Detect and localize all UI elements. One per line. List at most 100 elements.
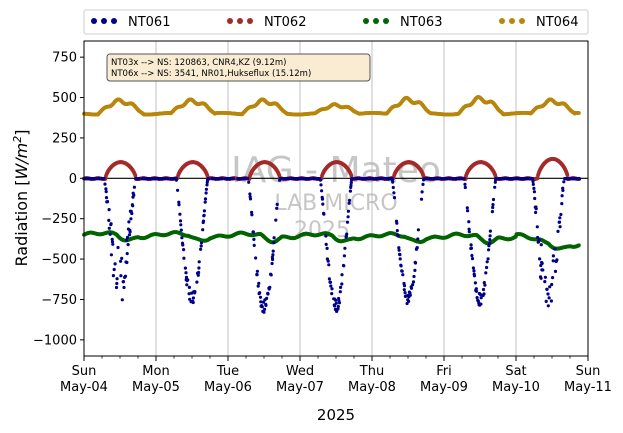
nt061-point (409, 286, 414, 290)
nt061-point (401, 273, 405, 277)
nt061-point (560, 194, 564, 198)
legend-item-nt061: NT061 (91, 15, 170, 30)
nt061-point (178, 219, 183, 223)
nt061-point (102, 176, 106, 180)
nt061-point (330, 292, 334, 296)
x-axis-label: 2025 (317, 406, 355, 424)
y-axis-label-close: ] (12, 130, 31, 136)
annotation-box: NT03x --> NS: 120863, CNR4,KZ (9.12m) NT… (106, 53, 371, 82)
nt061-point (119, 259, 123, 263)
x-tick-label-date: May-09 (420, 380, 468, 395)
legend-frame (83, 9, 589, 35)
x-tick-label-day: Tue (216, 364, 239, 379)
nt061-point (551, 259, 555, 263)
nt061-point (561, 188, 565, 192)
x-tick-label-day: Fri (436, 364, 452, 379)
nt061-point (399, 264, 403, 268)
nt061-point (275, 202, 279, 206)
nt061-point (347, 198, 352, 202)
x-tick-label-day: Thu (359, 364, 384, 379)
nt061-point (392, 191, 396, 195)
nt061-point (466, 209, 470, 213)
nt061-point (555, 258, 559, 262)
x-tick-label-date: May-05 (132, 380, 180, 395)
nt064-point (577, 111, 581, 115)
nt061-point (328, 280, 333, 284)
nt061-point (345, 220, 350, 224)
nt061-point (125, 238, 129, 242)
nt061-point (106, 200, 110, 204)
x-tick-label-day: Sat (505, 364, 526, 379)
nt061-point (166, 177, 170, 181)
nt061-point (397, 248, 401, 252)
y-tick-label: 0 (69, 172, 77, 187)
y-tick-label: 750 (52, 51, 77, 66)
nt061-point (562, 180, 566, 184)
nt061-point (179, 228, 183, 232)
nt061-point (533, 196, 537, 201)
nt061-point (187, 285, 191, 289)
nt061-point (411, 283, 415, 287)
nt061-point (348, 189, 352, 193)
nt061-point (181, 243, 185, 247)
legend-marker-nt064 (519, 18, 525, 24)
nt061-point (346, 209, 350, 213)
nt061-point (532, 190, 537, 194)
nt061-point (535, 225, 539, 229)
points-layer (82, 95, 582, 314)
nt061-point (324, 242, 328, 246)
nt061-point (472, 274, 477, 278)
nt061-point (263, 307, 267, 311)
nt061-point (463, 185, 467, 190)
nt061-point (558, 216, 562, 220)
nt061-point (204, 191, 208, 195)
nt061-point (465, 206, 469, 210)
x-tick-label-day: Sun (72, 364, 97, 379)
nt061-point (470, 257, 475, 261)
y-tick-label: −250 (41, 212, 77, 227)
nt061-point (463, 182, 467, 186)
nt061-point (246, 177, 250, 181)
nt061-point (412, 274, 416, 279)
annotation-line-2: NT06x --> NS: 3541, NR01,Hukseflux (15.1… (111, 69, 311, 79)
nt061-point (474, 289, 479, 293)
nt061-point (539, 276, 543, 280)
nt061-point (473, 281, 477, 285)
nt061-point (400, 269, 404, 273)
nt061-point (326, 259, 330, 263)
nt061-point (111, 242, 115, 246)
nt061-point (195, 280, 199, 284)
nt061-point (269, 273, 273, 277)
nt061-point (488, 234, 492, 238)
nt061-point (391, 185, 395, 190)
nt061-point (537, 238, 541, 242)
nt061-point (115, 277, 119, 281)
nt061-point (104, 196, 109, 200)
nt061-point (491, 205, 495, 210)
x-tick-label-date: May-10 (492, 380, 540, 395)
nt061-point (342, 264, 346, 268)
nt061-point (196, 273, 200, 277)
nt061-point (191, 296, 195, 300)
nt061-point (337, 301, 342, 305)
nt061-point (339, 285, 343, 289)
x-tick-label-date: May-07 (276, 380, 324, 395)
nt061-point (329, 284, 333, 288)
nt061-point (272, 241, 276, 245)
legend-label-nt062: NT062 (264, 15, 306, 30)
nt061-point (125, 260, 129, 265)
nt061-point (268, 285, 272, 289)
nt061-point (107, 208, 111, 212)
nt061-point (248, 197, 253, 201)
nt061-point (486, 257, 490, 261)
nt061-point (472, 269, 476, 273)
legend-marker-nt063 (363, 18, 369, 24)
nt061-point (338, 290, 342, 294)
watermark-line-1: IAG - Mateo (231, 150, 441, 191)
nt061-point (113, 262, 117, 266)
nt061-point (262, 310, 266, 314)
nt061-point (491, 203, 495, 207)
nt061-point (131, 204, 135, 208)
nt061-point (197, 260, 201, 264)
nt061-point (544, 299, 548, 303)
